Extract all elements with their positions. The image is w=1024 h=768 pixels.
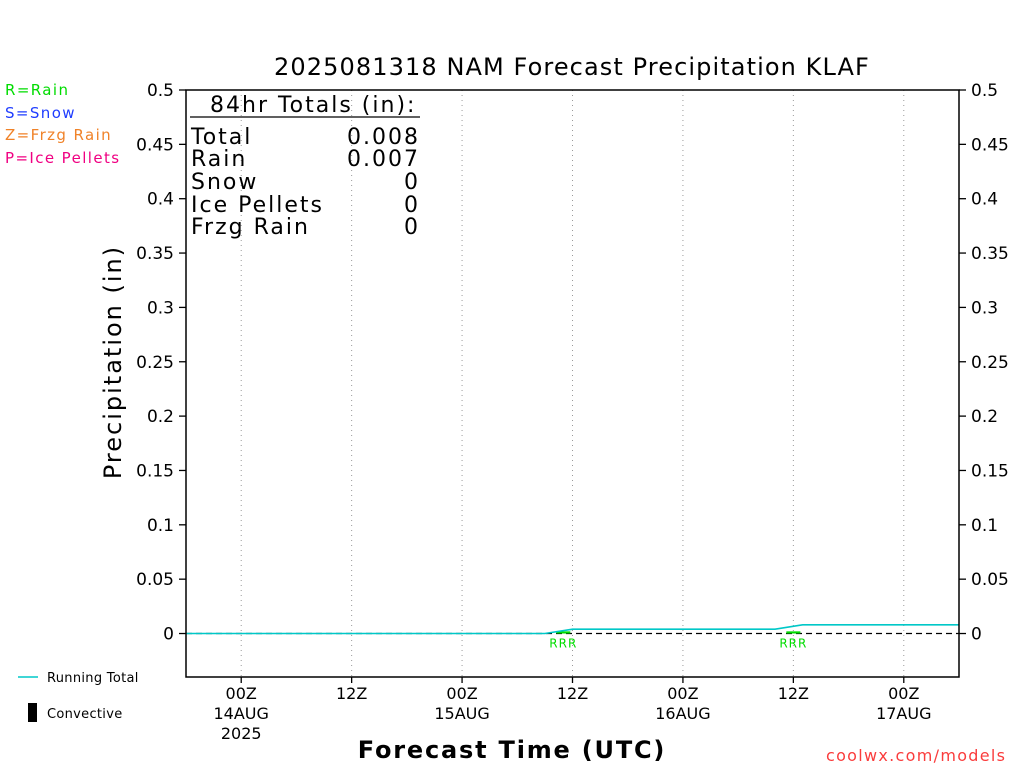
x-tick-label: 00Z — [667, 684, 698, 703]
y-tick-label-left: 0.3 — [147, 298, 174, 318]
totals-value-freezing-rain: 0 — [404, 215, 420, 240]
y-tick-label-right: 0.2 — [971, 407, 998, 427]
x-tick-label: 12Z — [778, 684, 809, 703]
x-tick-label: 00Z — [888, 684, 919, 703]
totals-value-ice-pellets: 0 — [404, 193, 420, 218]
x-tick-label: 00Z — [446, 684, 477, 703]
precip-type-label: RRR — [549, 637, 577, 651]
type-key-snow: S=Snow — [5, 104, 76, 122]
x-tick-label: 14AUG — [214, 704, 269, 723]
running-total-line — [186, 623, 959, 635]
x-tick-label: 12Z — [336, 684, 367, 703]
convective-legend-swatch — [28, 703, 37, 722]
series-legend: Running Total Convective — [18, 671, 139, 722]
y-tick-label-right: 0.35 — [971, 244, 1009, 264]
x-tick-label: 15AUG — [434, 704, 489, 723]
data-series — [186, 623, 959, 635]
totals-label-freezing-rain: Frzg Rain — [191, 215, 310, 240]
y-tick-label-left: 0.5 — [147, 81, 174, 101]
x-tick-label: 2025 — [221, 724, 262, 743]
y-tick-label-right: 0.05 — [971, 570, 1009, 590]
x-tick-label: 12Z — [557, 684, 588, 703]
totals-value-total: 0.008 — [347, 125, 420, 150]
totals-value-snow: 0 — [404, 170, 420, 195]
rain-bar — [786, 631, 801, 634]
precip-type-labels: RRR RRR — [549, 637, 807, 651]
totals-label-ice-pellets: Ice Pellets — [191, 193, 324, 218]
y-axes: 0 00.05 0.050.1 0.10.15 0.150.2 0.20.25 0.250.… — [136, 81, 1009, 645]
precip-type-key: R=Rain S=Snow Z=Frzg Rain P=Ice Pellets — [5, 81, 120, 167]
y-tick-label-left: 0.35 — [136, 244, 174, 264]
y-tick-label-right: 0.1 — [971, 516, 998, 536]
y-tick-label-left: 0.1 — [147, 516, 174, 536]
rain-bar — [556, 631, 571, 634]
x-tick-label: 16AUG — [655, 704, 710, 723]
y-tick-label-right: 0.4 — [971, 190, 998, 210]
y-tick-label-left: 0 — [163, 625, 174, 645]
x-tick-label: 00Z — [226, 684, 257, 703]
y-tick-label-left: 0.05 — [136, 570, 174, 590]
totals-label-rain: Rain — [191, 147, 247, 172]
y-tick-label-left: 0.25 — [136, 353, 174, 373]
totals-box: 84hr Totals (in): Total 0.008 Rain 0.007… — [190, 93, 420, 240]
type-key-rain: R=Rain — [5, 81, 69, 99]
totals-heading: 84hr Totals (in): — [210, 93, 416, 118]
precip-type-label: RRR — [779, 637, 807, 651]
type-key-ice-pellets: P=Ice Pellets — [5, 149, 120, 167]
x-axis-label: Forecast Time (UTC) — [358, 736, 666, 764]
totals-label-total: Total — [190, 125, 252, 150]
source-credit: coolwx.com/models — [826, 746, 1006, 765]
y-tick-label-left: 0.2 — [147, 407, 174, 427]
convective-legend-label: Convective — [47, 707, 123, 722]
y-tick-label-right: 0.25 — [971, 353, 1009, 373]
y-tick-label-right: 0.15 — [971, 461, 1009, 481]
totals-label-snow: Snow — [191, 170, 258, 195]
type-key-freezing-rain: Z=Frzg Rain — [5, 126, 112, 144]
y-tick-label-right: 0 — [971, 625, 982, 645]
chart-title: 2025081318 NAM Forecast Precipitation KL… — [274, 53, 870, 81]
y-tick-label-right: 0.45 — [971, 135, 1009, 155]
totals-value-rain: 0.007 — [347, 147, 420, 172]
y-tick-label-right: 0.3 — [971, 298, 998, 318]
y-tick-label-left: 0.15 — [136, 461, 174, 481]
y-tick-label-left: 0.4 — [147, 190, 174, 210]
x-tick-label: 17AUG — [876, 704, 931, 723]
y-axis-label: Precipitation (in) — [99, 245, 127, 479]
y-tick-label-left: 0.45 — [136, 135, 174, 155]
y-tick-label-right: 0.5 — [971, 81, 998, 101]
running-total-legend-label: Running Total — [47, 671, 139, 686]
